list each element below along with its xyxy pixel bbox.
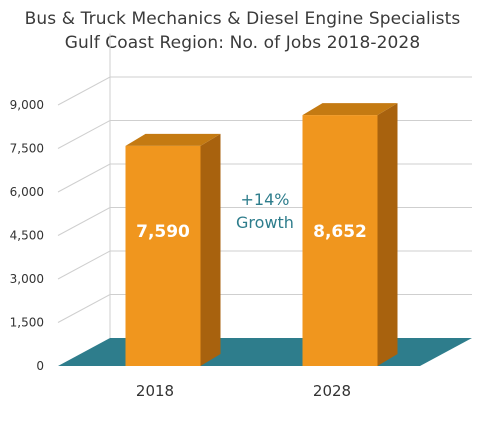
gridline [57, 120, 472, 149]
bar-top [302, 103, 398, 116]
gridline [57, 250, 472, 280]
x-tick-label: 2018 [136, 382, 174, 400]
y-tick-label: 4,500 [10, 229, 44, 243]
chart-title: Bus & Truck Mechanics & Diesel Engine Sp… [24, 9, 461, 29]
chart-subtitle: Gulf Coast Region: No. of Jobs 2018-2028 [64, 33, 421, 53]
y-tick-label: 3,000 [10, 272, 44, 286]
growth-annotation-line2: Growth [236, 213, 294, 232]
y-tick-label: 6,000 [10, 185, 44, 199]
gridlines [57, 33, 472, 338]
floor-plane [58, 338, 472, 366]
chart-floor [58, 338, 472, 366]
bar [302, 103, 398, 366]
y-tick-label: 9,000 [10, 98, 44, 112]
x-tick-label: 2028 [313, 382, 351, 400]
labels: 0 1,500 3,000 4,500 6,000 7,500 9,000 7,590 2018… [10, 98, 367, 400]
value-label: 8,652 [313, 222, 367, 242]
y-tick-label: 0 [36, 359, 44, 373]
bar-front [302, 115, 378, 366]
value-label: 7,590 [136, 222, 190, 242]
bar-front [125, 145, 201, 366]
gridline [57, 163, 472, 193]
bar [125, 133, 221, 366]
y-tick-label: 1,500 [10, 316, 44, 330]
bar-top [125, 133, 221, 146]
y-tick-label: 7,500 [10, 142, 44, 156]
bars [125, 103, 398, 366]
gridline [57, 76, 472, 106]
bar-side [377, 103, 398, 366]
gridline [57, 294, 472, 323]
bar-side [200, 133, 221, 366]
growth-annotation-line1: +14% [241, 190, 290, 209]
